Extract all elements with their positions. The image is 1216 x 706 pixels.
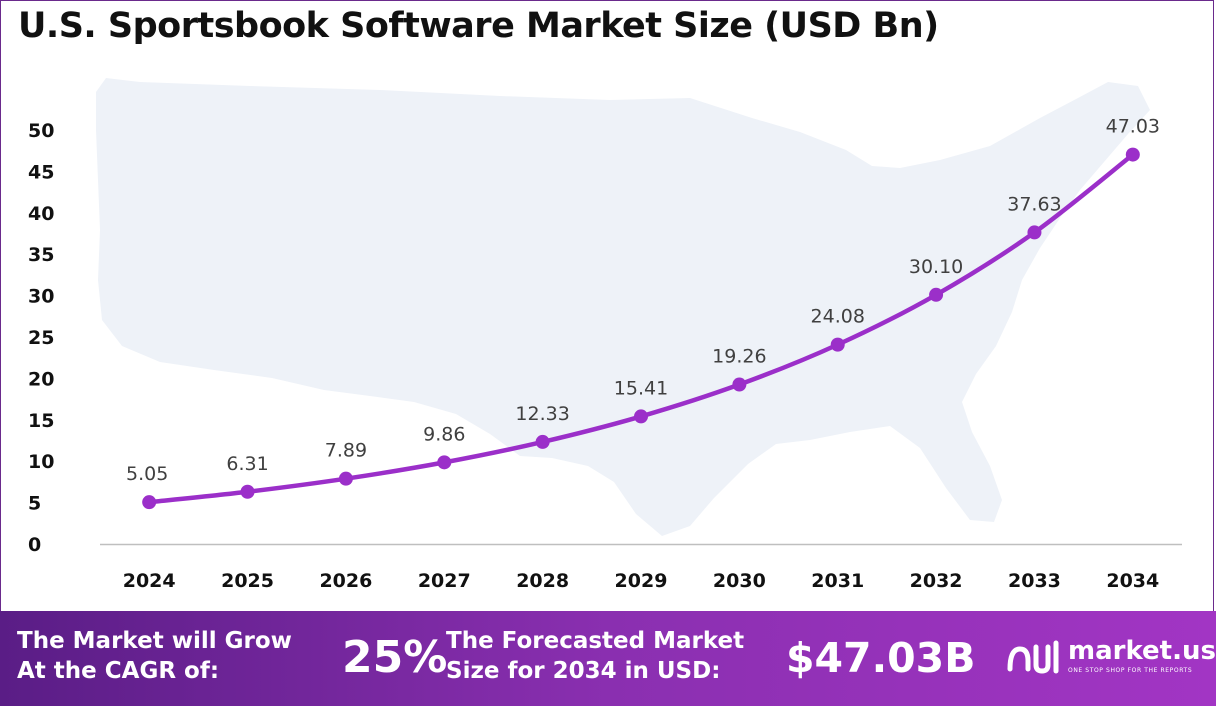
market-us-logo-icon	[1007, 640, 1059, 674]
market-us-logo: market.us ONE STOP SHOP FOR THE REPORTS	[1006, 635, 1216, 685]
x-tick-label: 2027	[418, 570, 471, 592]
y-tick-label: 0	[28, 534, 41, 556]
data-point	[535, 434, 550, 449]
y-tick-label: 35	[28, 244, 54, 266]
data-point	[1027, 225, 1042, 240]
x-tick-label: 2031	[811, 570, 864, 592]
data-point	[929, 287, 944, 302]
data-point	[732, 377, 747, 392]
forecast-label: The Forecasted Market Size for 2034 in U…	[446, 626, 744, 686]
series-layer: 5.05 6.31 7.89 9.86 12.33 15.41 19.26 24.08 30.1…	[126, 116, 1160, 510]
series-line	[146, 152, 1136, 505]
y-tick-label: 15	[28, 410, 54, 432]
data-label: 7.89	[325, 440, 367, 462]
x-tick-label: 2030	[713, 570, 766, 592]
y-tick-label: 5	[28, 493, 41, 515]
data-point	[142, 495, 157, 510]
data-label: 5.05	[126, 463, 168, 485]
data-point	[1125, 147, 1140, 162]
data-point	[830, 337, 845, 352]
footer-banner: The Market will Grow At the CAGR of: 25%…	[0, 611, 1216, 706]
y-tick-label: 40	[28, 203, 54, 225]
y-tick-label: 30	[28, 286, 54, 308]
data-label: 19.26	[712, 346, 766, 368]
logo-tagline: ONE STOP SHOP FOR THE REPORTS	[1068, 667, 1193, 674]
cagr-label-line1: The Market will Grow	[17, 628, 292, 654]
data-label: 37.63	[1007, 193, 1061, 215]
cagr-label: The Market will Grow At the CAGR of:	[17, 626, 292, 686]
data-label: 47.03	[1106, 116, 1160, 138]
us-map-shape	[96, 78, 1150, 536]
cagr-label-line2: At the CAGR of:	[17, 658, 220, 684]
y-tick-label: 50	[28, 120, 54, 142]
logo-name: market.us	[1068, 636, 1216, 666]
x-tick-label: 2025	[221, 570, 274, 592]
forecast-label-line1: The Forecasted Market	[446, 628, 745, 654]
data-point	[634, 409, 648, 424]
y-tick-label: 10	[28, 451, 54, 473]
x-tick-label: 2024	[123, 570, 176, 592]
data-point	[437, 455, 452, 470]
data-label: 9.86	[423, 423, 465, 445]
data-label: 30.10	[909, 256, 963, 278]
forecast-label-line2: Size for 2034 in USD:	[446, 658, 721, 684]
data-point	[338, 471, 353, 486]
data-point	[240, 484, 255, 499]
us-map-background	[96, 78, 1150, 536]
forecast-value: $47.03B	[786, 634, 976, 682]
x-tick-label: 2033	[1008, 570, 1061, 592]
data-label: 6.31	[226, 453, 268, 475]
cagr-value: 25%	[342, 632, 448, 683]
x-tick-label: 2028	[516, 570, 569, 592]
y-tick-label: 25	[28, 327, 54, 349]
data-label: 12.33	[515, 403, 569, 425]
x-tick-label: 2029	[615, 570, 668, 592]
chart-title: U.S. Sportsbook Software Market Size (US…	[18, 6, 939, 46]
data-label: 15.41	[614, 377, 668, 399]
x-tick-label: 2032	[910, 570, 963, 592]
data-label: 24.08	[811, 306, 865, 328]
x-tick-label: 2034	[1106, 570, 1159, 592]
y-tick-label: 20	[28, 368, 54, 390]
x-tick-label: 2026	[319, 570, 372, 592]
y-tick-label: 45	[28, 161, 54, 183]
